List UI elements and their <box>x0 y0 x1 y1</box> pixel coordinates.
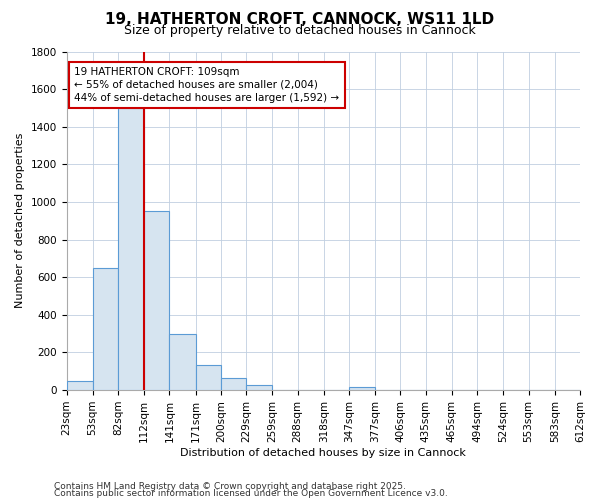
Text: Contains public sector information licensed under the Open Government Licence v3: Contains public sector information licen… <box>54 490 448 498</box>
X-axis label: Distribution of detached houses by size in Cannock: Distribution of detached houses by size … <box>181 448 466 458</box>
Bar <box>246 386 272 390</box>
Bar <box>144 212 169 390</box>
Text: Contains HM Land Registry data © Crown copyright and database right 2025.: Contains HM Land Registry data © Crown c… <box>54 482 406 491</box>
Bar <box>169 334 196 390</box>
Bar <box>349 388 375 390</box>
Y-axis label: Number of detached properties: Number of detached properties <box>15 133 25 308</box>
Text: 19, HATHERTON CROFT, CANNOCK, WS11 1LD: 19, HATHERTON CROFT, CANNOCK, WS11 1LD <box>106 12 494 28</box>
Bar <box>67 380 92 390</box>
Bar <box>196 364 221 390</box>
Bar <box>92 268 118 390</box>
Text: Size of property relative to detached houses in Cannock: Size of property relative to detached ho… <box>124 24 476 37</box>
Bar <box>118 108 144 390</box>
Bar <box>221 378 246 390</box>
Text: 19 HATHERTON CROFT: 109sqm
← 55% of detached houses are smaller (2,004)
44% of s: 19 HATHERTON CROFT: 109sqm ← 55% of deta… <box>74 66 340 103</box>
